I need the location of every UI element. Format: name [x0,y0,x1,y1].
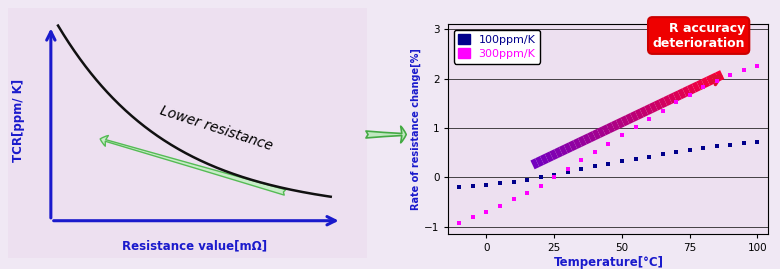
Text: TCR[ppm/ K]: TCR[ppm/ K] [12,79,25,162]
Text: Resistance value[mΩ]: Resistance value[mΩ] [122,239,267,252]
FancyBboxPatch shape [1,3,374,263]
Legend: 100ppm/K, 300ppm/K: 100ppm/K, 300ppm/K [454,30,540,63]
Text: Lower resistance: Lower resistance [158,103,274,153]
X-axis label: Temperature[°C]: Temperature[°C] [553,256,664,269]
Y-axis label: Rate of resistance change[%]: Rate of resistance change[%] [411,48,421,210]
Text: R accuracy
deterioration: R accuracy deterioration [652,22,745,49]
